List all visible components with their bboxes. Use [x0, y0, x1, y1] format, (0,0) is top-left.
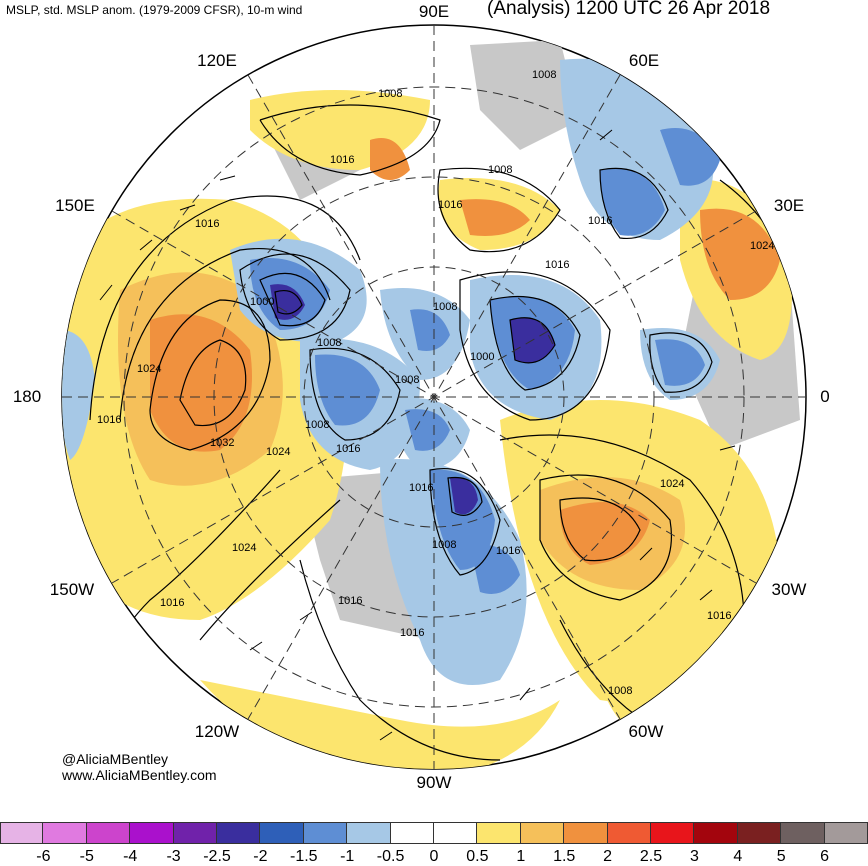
lon-label-120w: 120W: [194, 722, 240, 741]
isobar-label: 1024: [266, 446, 290, 458]
isobar-label: 1008: [305, 419, 329, 431]
isobar-label: 1016: [160, 597, 184, 609]
colorbar-tick-label: 0: [429, 848, 439, 865]
colorbar-tick-label: -6: [36, 848, 51, 865]
colorbar-swatch: [477, 822, 521, 844]
lon-label-60e: 60E: [628, 51, 660, 70]
anomaly-colorbar: -6 -5 -4 -3 -2.5 -2 -1.5 -1 -0.5 0 0.5 1 1.5 2 2.5 3 4 5 6: [0, 822, 868, 865]
colorbar-swatch: [651, 822, 695, 844]
isobar-label: 1024: [137, 363, 161, 375]
polar-stereographic-map: 1008 1008 1008 1016 1016 1016 1016 1000 …: [61, 24, 807, 770]
lon-label-120e: 120E: [197, 51, 237, 70]
isobar-label: 1008: [532, 69, 556, 81]
isobar-label: 1016: [97, 414, 121, 426]
colorbar-tick-label: -1: [340, 848, 355, 865]
isobar-label: 1016: [338, 595, 362, 607]
colorbar-swatch: [781, 822, 825, 844]
colorbar-tick-label: -2.5: [203, 848, 231, 865]
colorbar-tick-label: 6: [820, 848, 830, 865]
isobar-label: 1008: [395, 374, 419, 386]
colorbar-swatch: [260, 822, 304, 844]
colorbar-swatch: [434, 822, 478, 844]
isobar-label: 1016: [707, 610, 731, 622]
colorbar-tick-label: 3: [689, 848, 699, 865]
colorbar-swatch: [303, 822, 348, 844]
wind-barbs: [99, 129, 736, 741]
lon-label-0: 0: [820, 387, 830, 406]
colorbar-swatch: [173, 822, 217, 844]
isobar-label: 1008: [608, 685, 632, 697]
lon-label-150e: 150E: [55, 196, 95, 215]
isobar-label: 1008: [488, 164, 512, 176]
isobar-label: 1000: [250, 296, 274, 308]
isobar-label: 1024: [660, 478, 684, 490]
colorbar-tick-label: 2: [603, 848, 613, 865]
isobar-label: 1032: [210, 437, 234, 449]
isobar-label: 1016: [496, 545, 520, 557]
lon-label-90w: 90W: [416, 773, 452, 792]
isobar-label: 1008: [432, 539, 456, 551]
isobar-label: 1016: [545, 259, 569, 271]
colorbar-tick-label: -2: [253, 848, 268, 865]
colorbar-swatch: [347, 822, 391, 844]
colorbar-swatch: [217, 822, 261, 844]
colorbar-tick-label: 5: [776, 848, 786, 865]
lon-label-180: 180: [12, 387, 42, 406]
colorbar-tick-label: -5: [79, 848, 94, 865]
colorbar-tick-label: 1: [516, 848, 526, 865]
colorbar-swatch: [607, 822, 651, 844]
colorbar-tick-label: -0.5: [376, 848, 405, 865]
author-website[interactable]: www.AliciaMBentley.com: [62, 767, 217, 783]
isobar-label: 1016: [409, 482, 433, 494]
isobar-label: 1008: [317, 337, 341, 349]
isobar-label-layer: 1008 1008 1008 1016 1016 1016 1016 1000 …: [97, 69, 774, 697]
colorbar-tick-label: -4: [123, 848, 138, 865]
colorbar-tick-label: -1.5: [290, 848, 318, 865]
author-handle: @AliciaMBentley: [62, 751, 169, 767]
map-title: MSLP, std. MSLP anom. (1979-2009 CFSR), …: [6, 3, 303, 17]
colorbar-swatch: [390, 822, 434, 844]
isobar-label: 1016: [588, 215, 612, 227]
colorbar-tick-label: 2.5: [639, 848, 663, 865]
colorbar-tick-label: 4: [733, 848, 743, 865]
colorbar-tick-label: 0.5: [466, 848, 489, 865]
isobar-label: 1008: [433, 301, 457, 313]
lon-label-90e: 90E: [418, 2, 450, 21]
isobar-label: 1016: [195, 218, 219, 230]
lon-label-150w: 150W: [49, 580, 95, 599]
isobar-label: 1016: [400, 627, 424, 639]
colorbar-tick-label: -3: [166, 848, 181, 865]
lon-label-30w: 30W: [771, 580, 807, 599]
colorbar-frame: [0, 822, 868, 844]
isobar-label: 1016: [330, 154, 354, 166]
colorbar-swatch: [564, 822, 608, 844]
lon-label-60w: 60W: [628, 722, 664, 741]
colorbar-swatch: [43, 822, 87, 844]
colorbar-swatch: [737, 822, 782, 844]
isobar-label: 1016: [336, 443, 360, 455]
colorbar-swatch: [0, 822, 44, 844]
isobar-label: 1024: [750, 240, 774, 252]
isobar-label: 1008: [378, 88, 402, 100]
colorbar-swatch: [86, 822, 131, 844]
lon-label-30e: 30E: [773, 196, 805, 215]
graticule: [62, 25, 806, 769]
colorbar-swatch: [520, 822, 565, 844]
colorbar-swatch: [694, 822, 738, 844]
colorbar-swatch: [130, 822, 174, 844]
colorbar-tick-label: 1.5: [553, 848, 576, 865]
isobar-label: 1016: [438, 199, 462, 211]
isobar-label: 1024: [232, 542, 256, 554]
analysis-time: (Analysis) 1200 UTC 26 Apr 2018: [487, 0, 771, 19]
isobar-label: 1000: [470, 351, 494, 363]
